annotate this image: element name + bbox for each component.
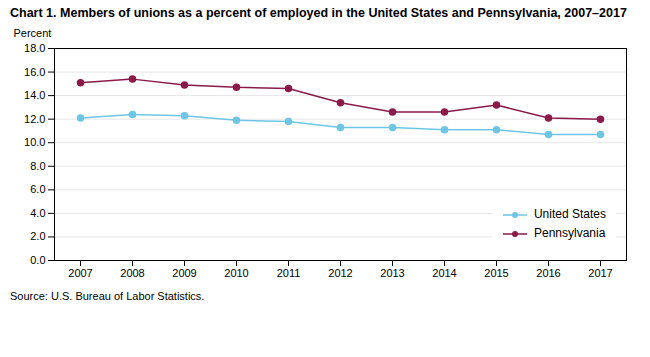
- svg-text:18.0: 18.0: [24, 42, 45, 54]
- svg-text:2009: 2009: [172, 267, 196, 279]
- svg-text:2015: 2015: [484, 267, 508, 279]
- svg-text:2008: 2008: [120, 267, 144, 279]
- html-text:United States: United States: [534, 207, 606, 222]
- svg-text:2011: 2011: [277, 267, 301, 279]
- svg-text:Percent: Percent: [14, 27, 52, 39]
- svg-text:10.0: 10.0: [24, 136, 45, 148]
- svg-text:2.0: 2.0: [30, 230, 45, 242]
- svg-text:2012: 2012: [328, 267, 352, 279]
- svg-text:2017: 2017: [588, 267, 612, 279]
- html-text:Chart 1. Members of unions as: Chart 1. Members of unions as a percent …: [10, 6, 627, 20]
- svg-text:12.0: 12.0: [24, 112, 45, 124]
- svg-text:2016: 2016: [536, 267, 560, 279]
- svg-text:16.0: 16.0: [24, 65, 45, 77]
- html-text:Pennsylvania: Pennsylvania: [534, 226, 606, 241]
- svg-text:14.0: 14.0: [24, 89, 45, 101]
- svg-text:4.0: 4.0: [30, 207, 45, 219]
- svg-text:2010: 2010: [224, 267, 248, 279]
- svg-text:8.0: 8.0: [30, 159, 45, 171]
- html-text:Source: U.S. Bureau of Labor S: Source: U.S. Bureau of Labor Statistics.: [10, 289, 205, 302]
- svg-text:2014: 2014: [432, 267, 456, 279]
- svg-text:2007: 2007: [68, 267, 92, 279]
- svg-text:0.0: 0.0: [30, 254, 45, 266]
- svg-text:2013: 2013: [380, 267, 404, 279]
- svg-text:6.0: 6.0: [30, 183, 45, 195]
